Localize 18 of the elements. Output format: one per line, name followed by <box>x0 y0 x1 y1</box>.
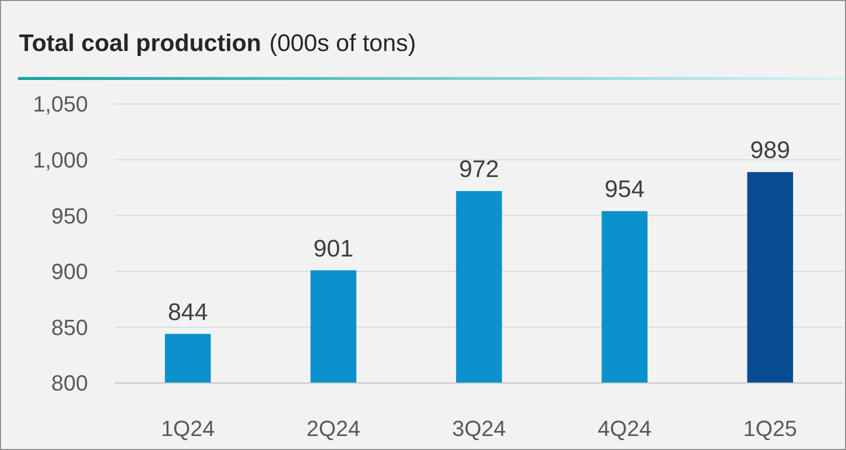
x-tick-label: 1Q24 <box>160 416 215 441</box>
x-tick-label: 3Q24 <box>452 416 506 441</box>
y-tick-label: 800 <box>51 370 88 396</box>
data-label: 954 <box>604 176 645 204</box>
data-label: 972 <box>458 156 500 184</box>
x-tick-label: 1Q25 <box>743 416 798 441</box>
data-label: 901 <box>313 235 354 262</box>
chart-subtitle: (000s of tons) <box>269 30 416 57</box>
y-tick-label: 850 <box>51 314 88 340</box>
y-tick-label: 900 <box>51 259 88 284</box>
y-tick-label: 1,000 <box>32 148 88 172</box>
y-tick-label: 950 <box>51 203 88 228</box>
x-tick-label: 2Q24 <box>306 416 360 441</box>
chart-title: Total coal production <box>19 30 262 57</box>
x-tick-label: 4Q24 <box>598 416 652 441</box>
y-tick-label: 1,050 <box>32 92 88 117</box>
data-label: 844 <box>168 298 208 326</box>
data-label: 989 <box>750 137 790 164</box>
